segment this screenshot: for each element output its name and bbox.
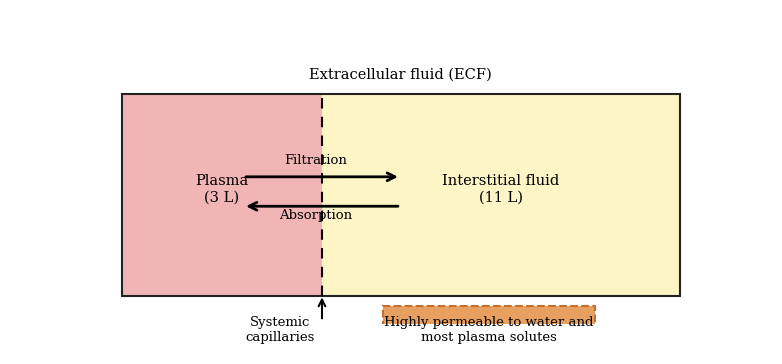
Text: Systemic
capillaries: Systemic capillaries (245, 316, 314, 344)
FancyBboxPatch shape (382, 306, 595, 353)
Text: Absorption: Absorption (279, 209, 353, 222)
Text: Interstitial fluid
(11 L): Interstitial fluid (11 L) (442, 174, 559, 205)
Text: Filtration: Filtration (285, 154, 347, 167)
Text: Highly permeable to water and
most plasma solutes: Highly permeable to water and most plasm… (384, 316, 594, 344)
Text: Plasma
(3 L): Plasma (3 L) (196, 174, 249, 205)
Bar (322, 94, 680, 296)
Bar (122, 94, 322, 296)
Bar (122, 94, 680, 296)
Text: Extracellular fluid (ECF): Extracellular fluid (ECF) (310, 67, 492, 82)
